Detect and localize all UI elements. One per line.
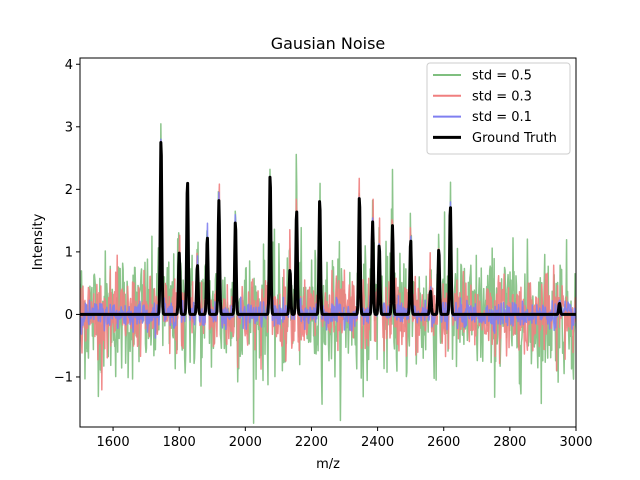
y-tick-label: 2 [65,183,73,198]
y-tick-label: −1 [54,370,73,385]
y-tick-label: 0 [65,308,73,323]
y-tick-label: 4 [65,58,73,73]
series-layer [80,123,576,425]
y-axis: −1 0 1 2 3 4 [54,58,80,385]
legend: std = 0.5 std = 0.3 std = 0.1 Ground Truth [426,62,571,155]
x-tick-label: 1600 [97,435,130,450]
y-tick-label: 1 [65,245,73,260]
y-tick-label: 3 [65,120,73,135]
x-tick-label: 3000 [559,435,592,450]
legend-label: std = 0.5 [472,69,532,84]
x-tick-label: 2400 [361,435,394,450]
y-axis-label: Intensity [31,213,46,270]
plot-frame [79,57,577,428]
chart-title: Gausian Noise [271,34,386,53]
legend-label: std = 0.1 [472,110,532,125]
x-tick-label: 2800 [493,435,526,450]
x-tick-label: 1800 [163,435,196,450]
x-tick-label: 2600 [427,435,460,450]
x-axis-label: m/z [316,457,340,472]
legend-label: std = 0.3 [472,89,532,104]
x-tick-label: 2000 [229,435,262,450]
legend-box [426,62,571,155]
series-line-4 [80,141,576,316]
legend-label: Ground Truth [472,131,557,146]
x-tick-label: 2200 [295,435,328,450]
x-axis: 1600 1800 2000 2200 2400 2600 2800 3000 [97,427,593,450]
series-line-1 [80,123,576,425]
